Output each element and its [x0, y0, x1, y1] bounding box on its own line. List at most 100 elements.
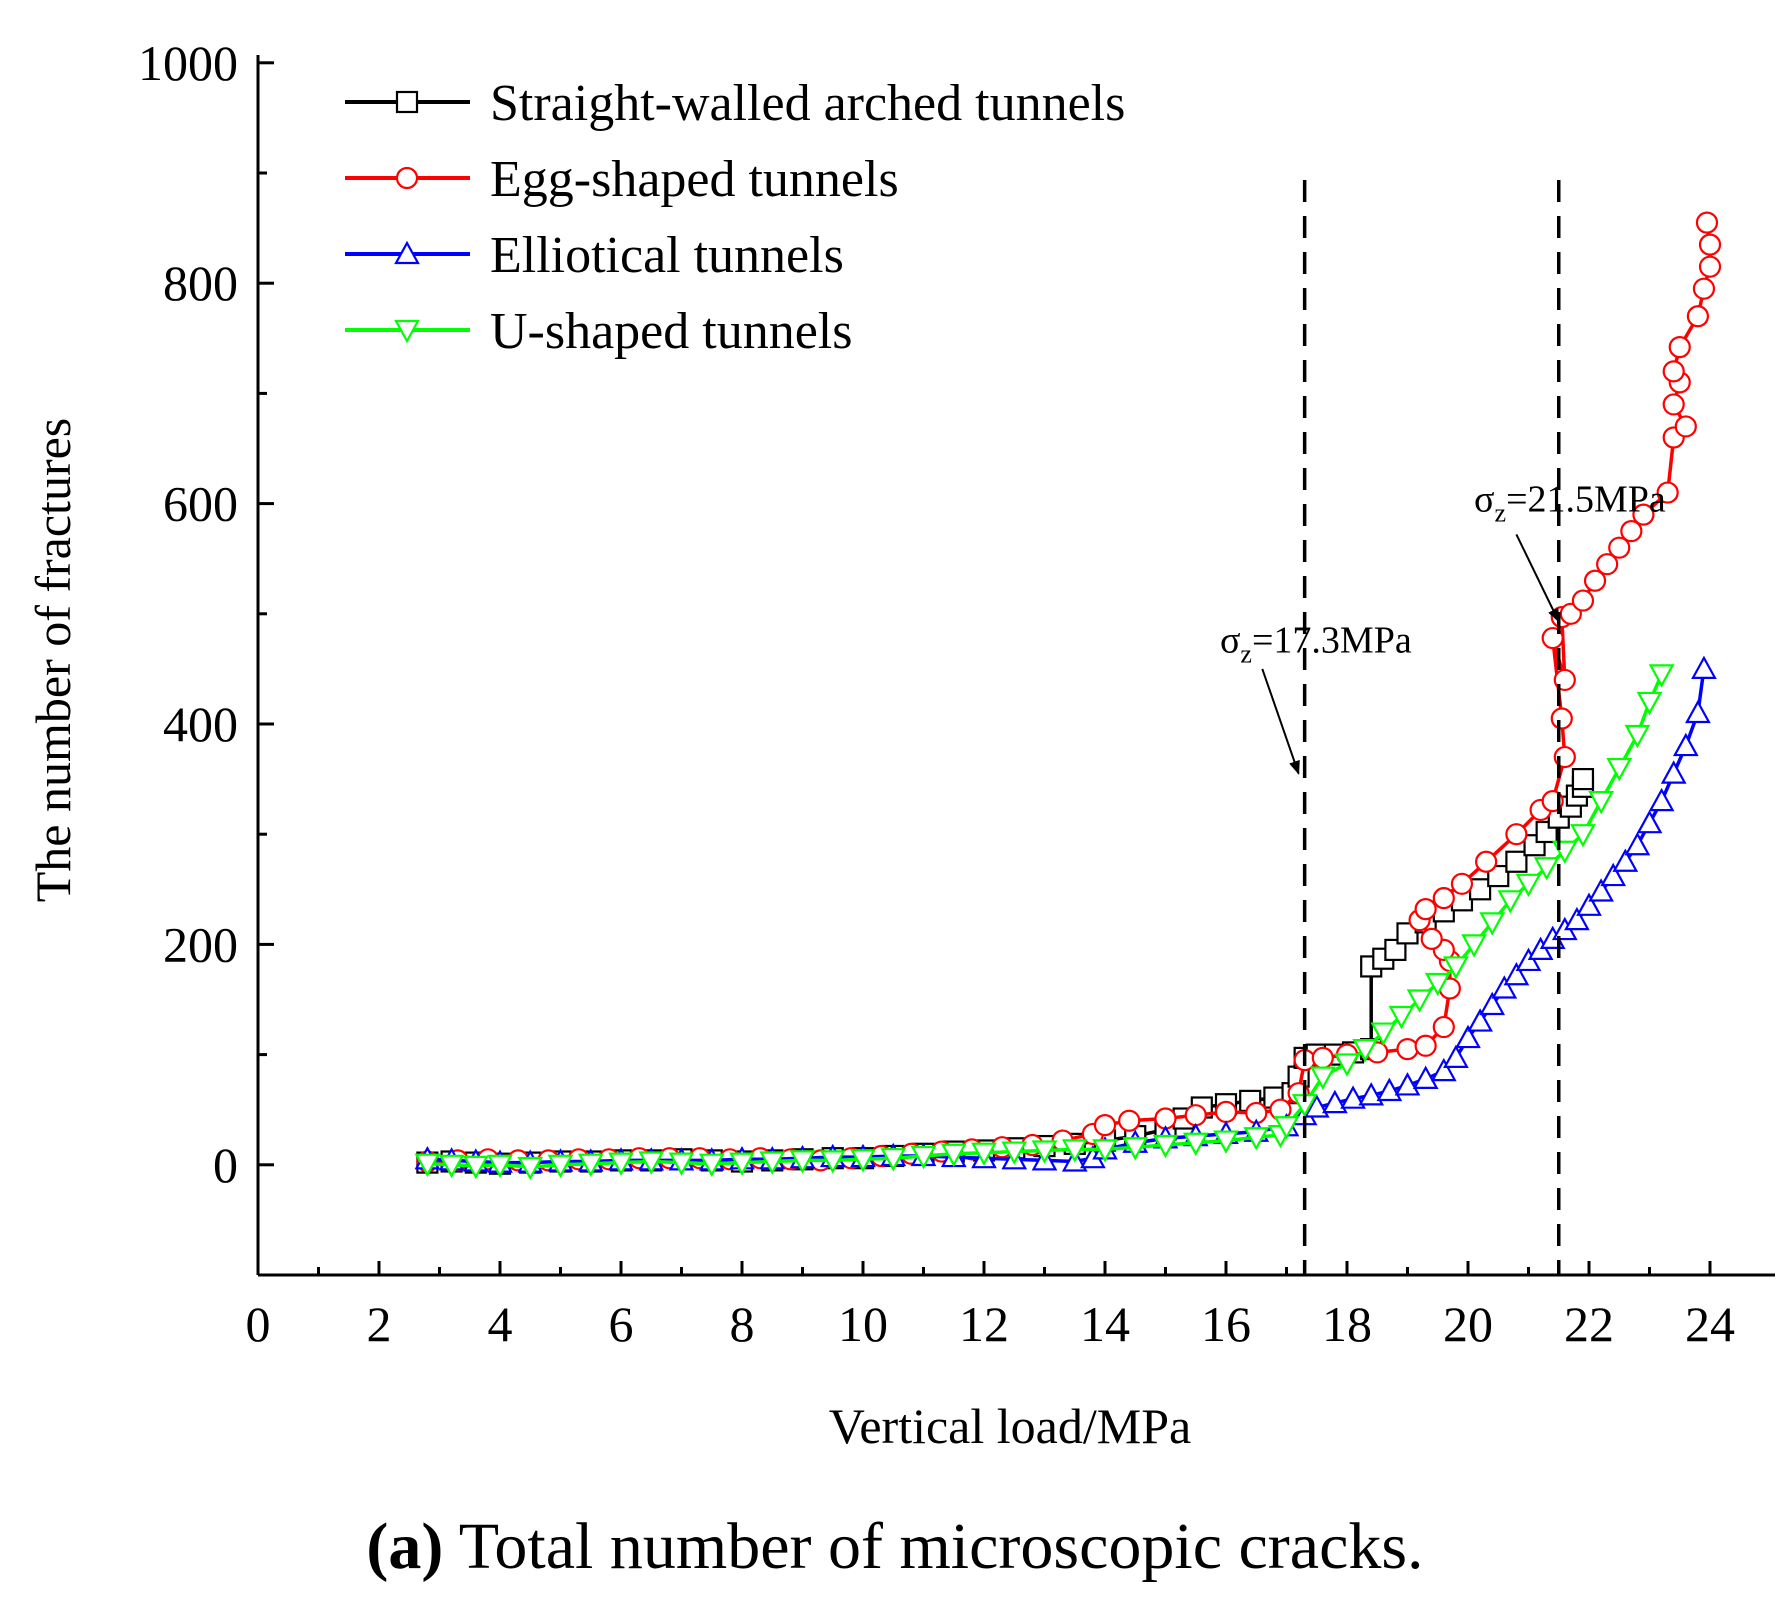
- data-point: [1468, 878, 1492, 901]
- data-point: [1443, 956, 1469, 980]
- data-point: [1461, 934, 1487, 958]
- data-point: [789, 1150, 816, 1174]
- data-point: [1432, 1015, 1455, 1039]
- data-point: [1588, 878, 1614, 902]
- data-point: [1420, 927, 1443, 950]
- data-point: [1608, 536, 1631, 559]
- data-point: [910, 1145, 937, 1170]
- data-point: [1674, 415, 1697, 438]
- data-point: [1571, 589, 1595, 612]
- data-point: [1612, 848, 1639, 872]
- data-point: [1576, 892, 1602, 916]
- data-point: [1443, 1044, 1469, 1069]
- data-point: [1503, 961, 1530, 986]
- annotation-label-0: σz=17.3MPa: [1220, 619, 1412, 668]
- data-point: [971, 1142, 997, 1166]
- series-2: [414, 655, 1717, 1173]
- x-tick-label: 16: [1201, 1296, 1251, 1352]
- caption-label: a: [388, 1510, 421, 1583]
- data-point: [1152, 1134, 1179, 1159]
- data-point: [1031, 1140, 1058, 1164]
- data-point: [1414, 898, 1437, 921]
- legend: Straight-walled arched tunnels Egg-shaped…: [345, 75, 1125, 360]
- legend-label: Egg-shaped tunnels: [490, 151, 899, 208]
- x-tick-label: 2: [367, 1296, 392, 1352]
- data-point: [1243, 1127, 1270, 1151]
- data-point: [1698, 255, 1722, 278]
- data-point: [1583, 569, 1607, 592]
- legend-label: Straight-walled arched tunnels: [490, 75, 1125, 132]
- data-point: [1061, 1139, 1088, 1163]
- caption-prefix-open: (: [366, 1510, 388, 1583]
- data-point: [1092, 1139, 1118, 1163]
- data-point: [1475, 850, 1498, 873]
- data-point: [1624, 724, 1651, 749]
- data-point: [1376, 1077, 1403, 1102]
- data-point: [668, 1152, 695, 1176]
- data-point: [1479, 912, 1506, 936]
- data-point: [1358, 1082, 1385, 1106]
- data-point: [1213, 1130, 1239, 1154]
- data-point: [1698, 233, 1722, 256]
- data-point: [1620, 520, 1643, 543]
- legend-marker: [394, 240, 420, 265]
- y-tick-label: 0: [213, 1137, 238, 1193]
- data-point: [1394, 1072, 1421, 1096]
- annotation-label-1: σz=21.5MPa: [1474, 478, 1666, 527]
- data-point: [1636, 809, 1663, 834]
- annotation-value: =17.3MPa: [1252, 619, 1412, 661]
- data-point: [1322, 1089, 1348, 1114]
- data-point: [1662, 360, 1685, 383]
- data-point: [1550, 707, 1573, 730]
- y-tick-label: 1000: [138, 35, 238, 91]
- data-point: [1122, 1137, 1149, 1161]
- data-point: [1695, 211, 1719, 234]
- legend-label: U-shaped tunnels: [490, 303, 852, 360]
- annotation-value: =21.5MPa: [1506, 478, 1666, 520]
- data-point: [1571, 767, 1595, 791]
- annotation-arrow-1: [1515, 534, 1560, 623]
- data-point: [1184, 1104, 1207, 1127]
- data-point: [1384, 938, 1407, 962]
- data-point: [1352, 1038, 1379, 1063]
- series-0: [416, 767, 1595, 1175]
- series-3: [414, 664, 1675, 1181]
- y-axis-title: The number of fractures: [25, 418, 81, 903]
- x-tick-label: 14: [1080, 1296, 1130, 1352]
- data-point: [414, 1153, 441, 1177]
- annotation-symbol: σ: [1474, 478, 1494, 520]
- data-point: [1632, 503, 1655, 526]
- data-point: [1672, 732, 1699, 757]
- data-point: [1588, 791, 1614, 815]
- data-point: [940, 1143, 967, 1168]
- data-point: [850, 1149, 876, 1173]
- x-tick-label: 18: [1322, 1296, 1372, 1352]
- data-point: [1273, 1116, 1300, 1140]
- data-point: [1214, 1100, 1238, 1124]
- data-point: [1691, 655, 1717, 680]
- data-point: [517, 1156, 544, 1181]
- data-point: [638, 1151, 665, 1175]
- data-point: [1182, 1132, 1209, 1157]
- legend-label: Elliotical tunnels: [490, 227, 844, 284]
- data-point: [1660, 760, 1687, 784]
- data-point: [729, 1152, 755, 1176]
- series-line: [427, 222, 1712, 1164]
- x-tick-label: 8: [730, 1296, 755, 1352]
- data-point: [1505, 823, 1528, 846]
- data-point: [819, 1150, 846, 1174]
- y-tick-label: 200: [163, 916, 238, 972]
- data-point: [1118, 1109, 1141, 1132]
- x-tick-label: 20: [1443, 1296, 1493, 1352]
- data-point: [1656, 481, 1679, 504]
- legend-entry-0: Straight-walled arched tunnels: [345, 75, 1125, 132]
- data-point: [1533, 857, 1560, 881]
- annotation-subscript: z: [1495, 498, 1507, 527]
- data-point: [462, 1155, 489, 1180]
- data-point: [1648, 787, 1675, 812]
- x-tick-label: 10: [838, 1296, 888, 1352]
- x-tick-label: 22: [1564, 1296, 1614, 1352]
- data-point: [1692, 277, 1716, 300]
